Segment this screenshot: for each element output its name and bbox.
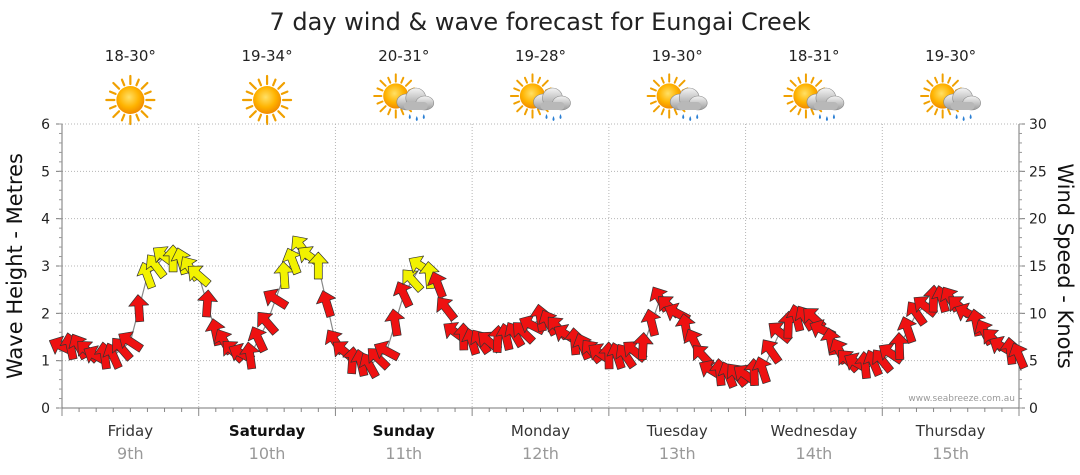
wind-arrow <box>393 281 414 309</box>
sun-cloud-rain-icon <box>920 73 981 121</box>
wind-arrow <box>897 316 917 344</box>
wind-arrow <box>373 340 401 362</box>
sun-cloud-rain-icon <box>646 73 708 121</box>
day-date-label: 14th <box>796 444 833 463</box>
day-name-label: Sunday <box>373 422 436 440</box>
wind-arrow <box>263 288 290 310</box>
wind-arrow <box>187 265 212 288</box>
day-name-label: Wednesday <box>771 422 858 440</box>
wind-arrow <box>118 331 144 353</box>
day-date-label: 13th <box>659 444 696 463</box>
day-name-label: Thursday <box>915 422 986 440</box>
wind-arrow <box>751 356 772 385</box>
right-tick-label: 20 <box>1029 212 1047 228</box>
wind-arrow <box>316 290 336 318</box>
wind-arrow <box>888 332 910 360</box>
day-date-label: 10th <box>249 444 286 463</box>
wind-arrow <box>384 308 405 337</box>
wind-arrow <box>640 308 661 337</box>
wind-arrow <box>273 261 295 290</box>
right-tick-label: 25 <box>1029 164 1047 180</box>
wind-arrow <box>197 289 218 318</box>
day-temp-range: 19-28° <box>515 47 566 65</box>
wind-arrow <box>247 326 268 354</box>
y-axis-left-title: Wave Height - Metres <box>3 153 27 379</box>
day-temp-range: 19-30° <box>925 47 976 65</box>
right-tick-label: 10 <box>1029 306 1047 322</box>
left-tick-label: 4 <box>41 212 50 228</box>
wind-arrow <box>632 332 654 361</box>
left-tick-label: 3 <box>41 259 50 275</box>
wind-arrow <box>307 251 329 280</box>
day-name-label: Tuesday <box>646 422 708 440</box>
day-name-label: Saturday <box>229 422 306 440</box>
day-temp-range: 18-30° <box>105 47 156 65</box>
gridlines <box>61 123 1020 416</box>
day-temp-range: 19-30° <box>652 47 703 65</box>
day-date-label: 9th <box>117 444 144 463</box>
left-tick-label: 5 <box>41 164 50 180</box>
wind-arrow <box>1008 342 1029 370</box>
wind-arrow <box>760 339 783 365</box>
sunny-icon <box>241 74 293 126</box>
wind-arrow <box>257 311 279 336</box>
left-axis: 0 1 2 3 4 5 6 <box>41 117 62 417</box>
chart-title: 7 day wind & wave forecast for Eungai Cr… <box>270 8 811 36</box>
day-date-label: 12th <box>522 444 559 463</box>
wind-arrow <box>402 269 425 293</box>
wind-arrow <box>281 247 302 276</box>
right-tick-label: 5 <box>1029 354 1038 370</box>
day-temp-range: 19-34° <box>242 47 293 65</box>
right-tick-label: 30 <box>1029 117 1047 133</box>
day-name-label: Friday <box>108 422 154 440</box>
left-tick-label: 0 <box>41 401 50 417</box>
left-tick-label: 1 <box>41 354 50 370</box>
wind-arrow <box>128 294 150 323</box>
day-date-label: 15th <box>932 444 969 463</box>
credit-text: www.seabreeze.com.au <box>908 394 1015 404</box>
right-tick-label: 15 <box>1029 259 1047 275</box>
day-name-label: Monday <box>511 422 570 440</box>
day-date-label: 11th <box>385 444 422 463</box>
wind-arrow <box>436 297 459 322</box>
day-temp-range: 18-31° <box>788 47 839 65</box>
wind-arrows <box>48 235 1029 389</box>
sun-cloud-rain-icon <box>373 73 435 121</box>
y-axis-right-title: Wind Speed - Knots <box>1053 163 1077 368</box>
day-temp-range: 20-31° <box>378 47 429 65</box>
right-axis: 0 5 10 15 20 25 30 <box>1019 117 1047 417</box>
wind-arrow <box>239 341 260 370</box>
sun-cloud-rain-icon <box>509 73 571 121</box>
left-tick-label: 2 <box>41 306 50 322</box>
sunny-icon <box>105 74 156 126</box>
left-tick-label: 6 <box>41 117 50 133</box>
wind-arrow <box>427 271 447 299</box>
sun-cloud-rain-icon <box>783 73 845 121</box>
right-tick-label: 0 <box>1029 401 1038 417</box>
